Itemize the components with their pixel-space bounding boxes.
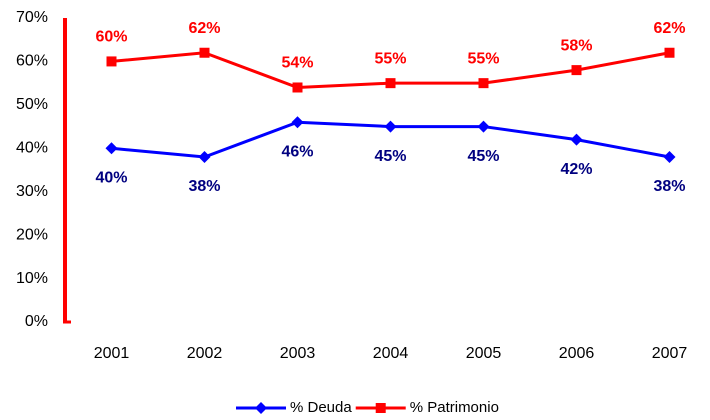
data-point	[385, 78, 396, 89]
data-point	[291, 116, 304, 129]
y-tick-label: 60%	[16, 53, 48, 70]
data-point	[105, 142, 118, 155]
y-tick-label: 10%	[16, 270, 48, 287]
data-label: 38%	[188, 178, 220, 195]
data-label: 45%	[374, 148, 406, 165]
data-label: 58%	[560, 37, 592, 54]
legend-marker	[255, 402, 267, 414]
x-tick-label: 2006	[559, 345, 595, 362]
x-tick-label: 2004	[373, 345, 409, 362]
x-tick-label: 2007	[652, 345, 688, 362]
data-point	[106, 56, 117, 67]
data-point	[292, 82, 303, 93]
x-tick-label: 2005	[466, 345, 502, 362]
data-point	[570, 133, 583, 146]
legend-label: % Deuda	[290, 399, 352, 416]
y-tick-label: 30%	[16, 183, 48, 200]
legend-label: % Patrimonio	[410, 399, 499, 416]
data-point	[477, 120, 490, 133]
data-label: 55%	[467, 50, 499, 67]
data-label: 42%	[560, 161, 592, 178]
data-point	[571, 65, 582, 76]
x-tick-label: 2001	[94, 345, 130, 362]
data-label: 62%	[653, 20, 685, 37]
legend-marker	[375, 403, 386, 413]
y-tick-label: 70%	[16, 9, 48, 26]
data-label: 62%	[188, 20, 220, 37]
data-label: 38%	[653, 178, 685, 195]
data-label: 54%	[281, 55, 313, 72]
x-tick-label: 2002	[187, 345, 223, 362]
y-tick-label: 40%	[16, 140, 48, 157]
y-tick-label: 20%	[16, 226, 48, 243]
data-label: 60%	[95, 29, 127, 46]
data-label: 55%	[374, 50, 406, 67]
data-label: 40%	[95, 170, 127, 187]
y-tick-label: 50%	[16, 96, 48, 113]
x-tick-label: 2003	[280, 345, 316, 362]
data-point	[199, 47, 210, 58]
data-label: 46%	[281, 143, 313, 160]
data-label: 45%	[467, 148, 499, 165]
data-point	[663, 150, 676, 163]
data-point	[664, 47, 675, 58]
data-point	[384, 120, 397, 133]
data-point	[478, 78, 489, 89]
data-point	[198, 150, 211, 163]
y-tick-label: 0%	[25, 313, 48, 330]
